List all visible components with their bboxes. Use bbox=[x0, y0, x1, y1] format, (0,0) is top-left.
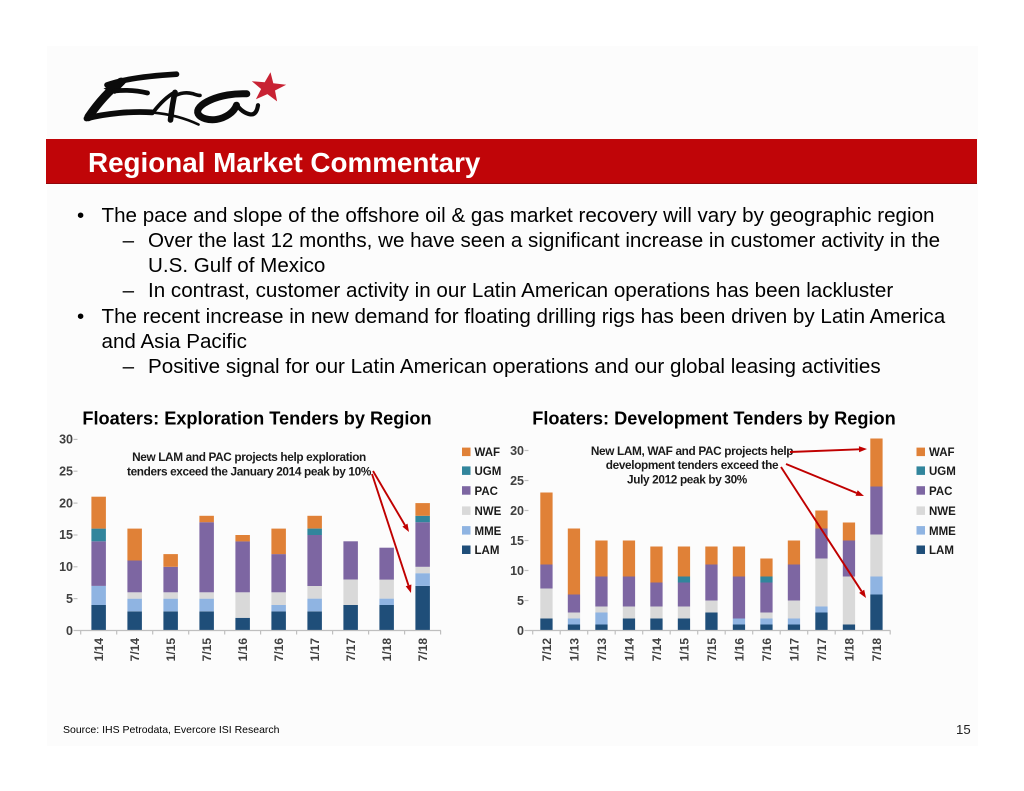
svg-text:7/14: 7/14 bbox=[128, 638, 142, 662]
svg-text:New LAM, WAF and PAC projects: New LAM, WAF and PAC projects help bbox=[591, 444, 793, 458]
svg-text:15: 15 bbox=[510, 534, 524, 548]
svg-text:7/13: 7/13 bbox=[595, 638, 609, 662]
svg-text:development tenders exceed the: development tenders exceed the bbox=[606, 458, 779, 472]
svg-text:WAF: WAF bbox=[929, 447, 955, 459]
svg-text:1/16: 1/16 bbox=[236, 638, 250, 662]
svg-text:7/12: 7/12 bbox=[540, 638, 554, 662]
svg-text:7/17: 7/17 bbox=[344, 638, 358, 662]
svg-text:MME: MME bbox=[475, 526, 502, 538]
svg-text:25: 25 bbox=[59, 465, 73, 479]
svg-text:PAC: PAC bbox=[475, 486, 498, 498]
svg-text:1/14: 1/14 bbox=[92, 638, 106, 662]
svg-text:30: 30 bbox=[510, 444, 524, 458]
svg-text:1/16: 1/16 bbox=[732, 638, 746, 662]
svg-text:1/15: 1/15 bbox=[164, 638, 178, 662]
svg-text:7/15: 7/15 bbox=[200, 638, 214, 662]
svg-text:New LAM and PAC projects help: New LAM and PAC projects help exploratio… bbox=[132, 450, 366, 464]
svg-text:LAM: LAM bbox=[475, 545, 500, 557]
svg-text:10: 10 bbox=[510, 564, 524, 578]
svg-text:tenders exceed the January 201: tenders exceed the January 2014 peak by … bbox=[127, 464, 372, 478]
svg-text:NWE: NWE bbox=[929, 506, 956, 518]
svg-text:25: 25 bbox=[510, 474, 524, 488]
svg-text:July 2012 peak by 30%: July 2012 peak by 30% bbox=[627, 473, 748, 487]
svg-text:7/17: 7/17 bbox=[815, 638, 829, 662]
svg-text:UGM: UGM bbox=[475, 466, 502, 478]
svg-text:7/18: 7/18 bbox=[416, 638, 430, 662]
svg-text:15: 15 bbox=[59, 528, 73, 542]
svg-text:5: 5 bbox=[66, 592, 73, 606]
svg-text:NWE: NWE bbox=[475, 506, 502, 518]
svg-text:Floaters: Development Tenders: Floaters: Development Tenders by Region bbox=[532, 409, 895, 429]
svg-text:LAM: LAM bbox=[929, 545, 954, 557]
svg-text:MME: MME bbox=[929, 526, 956, 538]
svg-text:5: 5 bbox=[517, 594, 524, 608]
svg-text:7/16: 7/16 bbox=[760, 638, 774, 662]
svg-text:1/15: 1/15 bbox=[677, 638, 691, 662]
svg-text:1/18: 1/18 bbox=[380, 638, 394, 662]
svg-text:1/13: 1/13 bbox=[567, 638, 581, 662]
svg-text:7/14: 7/14 bbox=[650, 638, 664, 662]
svg-text:30: 30 bbox=[59, 433, 73, 447]
svg-text:7/15: 7/15 bbox=[705, 638, 719, 662]
svg-text:PAC: PAC bbox=[929, 486, 952, 498]
svg-text:20: 20 bbox=[59, 496, 73, 510]
svg-text:1/17: 1/17 bbox=[308, 638, 322, 662]
svg-text:1/17: 1/17 bbox=[787, 638, 801, 662]
svg-text:WAF: WAF bbox=[475, 447, 501, 459]
svg-text:1/18: 1/18 bbox=[842, 638, 856, 662]
svg-text:7/18: 7/18 bbox=[870, 638, 884, 662]
svg-text:7/16: 7/16 bbox=[272, 638, 286, 662]
svg-text:0: 0 bbox=[517, 624, 524, 638]
svg-text:10: 10 bbox=[59, 560, 73, 574]
svg-text:20: 20 bbox=[510, 504, 524, 518]
svg-text:0: 0 bbox=[66, 624, 73, 638]
svg-text:UGM: UGM bbox=[929, 466, 956, 478]
svg-text:1/14: 1/14 bbox=[622, 638, 636, 662]
svg-text:Floaters: Exploration Tenders: Floaters: Exploration Tenders by Region bbox=[82, 409, 431, 429]
